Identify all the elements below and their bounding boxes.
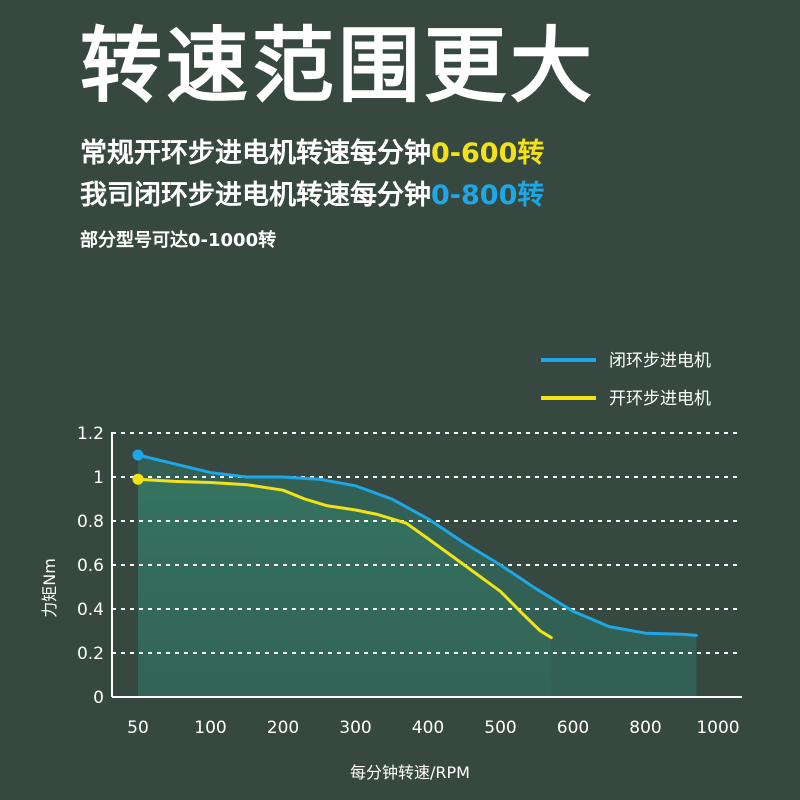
x-tick-label: 100 <box>194 718 226 738</box>
y-tick-label: 1.2 <box>77 424 104 444</box>
open-loop-line <box>136 477 553 640</box>
x-tick-label: 800 <box>629 718 661 738</box>
area-fills <box>138 455 697 697</box>
x-tick-label: 50 <box>127 718 149 738</box>
closed-loop-speed-text: 我司闭环步进电机转速每分钟 <box>80 180 431 211</box>
gridlines <box>112 432 742 654</box>
y-tick-label: 0.4 <box>77 600 104 620</box>
legend-label: 闭环步进电机 <box>609 351 711 371</box>
open-loop-speed-range: 0-600转 <box>431 138 545 169</box>
open-loop-speed-line: 常规开环步进电机转速每分钟0-600转 <box>80 138 544 170</box>
tick-labels: 0 0.2 0.4 0.6 0.8 1 1.2 50 100 200 300 400 500 600 800… <box>77 424 740 738</box>
closed-loop-speed-range: 0-800转 <box>431 180 545 211</box>
headline: 转速范围更大 <box>80 19 597 114</box>
y-tick-label: 0.6 <box>77 556 104 576</box>
open-loop-start-point <box>132 473 144 485</box>
closed-loop-line <box>136 453 698 637</box>
x-tick-label: 1000 <box>696 718 739 738</box>
closed-loop-speed-line: 我司闭环步进电机转速每分钟0-800转 <box>80 180 544 212</box>
y-tick-label: 0.8 <box>77 512 104 532</box>
x-tick-label: 500 <box>484 718 516 738</box>
closed-loop-start-point <box>132 449 144 461</box>
y-tick-label: 1 <box>93 468 104 488</box>
x-tick-label: 300 <box>339 718 371 738</box>
y-tick-label: 0.2 <box>77 644 104 664</box>
footnote: 部分型号可达0-1000转 <box>80 230 277 251</box>
legend-label: 开环步进电机 <box>609 389 711 409</box>
y-tick-label: 0 <box>93 688 104 708</box>
open-loop-speed-text: 常规开环步进电机转速每分钟 <box>80 138 431 169</box>
x-tick-label: 400 <box>412 718 444 738</box>
series-lines <box>132 449 698 640</box>
x-tick-label: 200 <box>267 718 299 738</box>
x-axis-label: 每分钟转速/RPM <box>350 763 470 782</box>
open-loop-area <box>138 479 552 697</box>
y-axis-label: 力矩Nm <box>40 558 59 618</box>
axes <box>111 432 742 698</box>
x-tick-label: 600 <box>557 718 589 738</box>
